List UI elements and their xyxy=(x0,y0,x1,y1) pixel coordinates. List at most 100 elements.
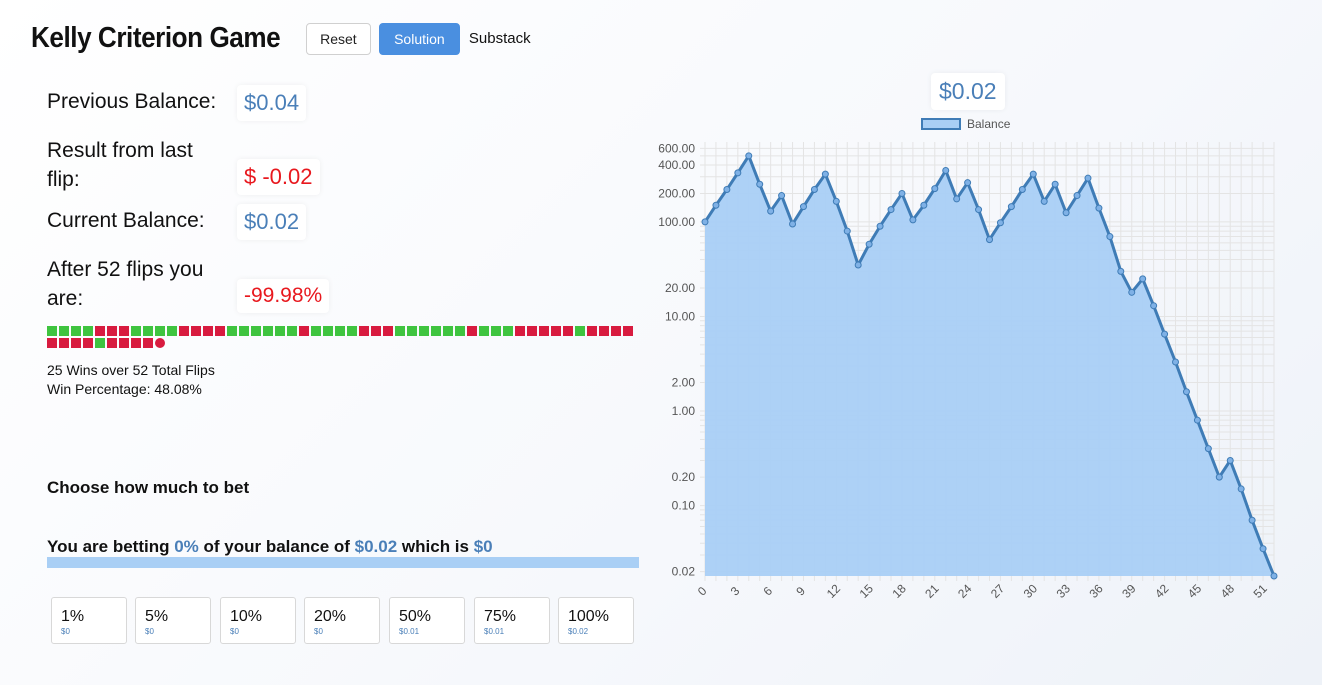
bet-option-percent: 10% xyxy=(230,608,263,625)
flip-loss xyxy=(515,326,525,336)
bet-option-10-button[interactable]: 10% $0 xyxy=(220,597,296,644)
reset-button[interactable]: Reset xyxy=(305,22,371,55)
x-tick-label: 6 xyxy=(761,584,776,599)
flip-win xyxy=(407,326,417,336)
balance-point xyxy=(1182,388,1190,396)
flip-win xyxy=(491,326,501,336)
balance-point xyxy=(778,192,786,200)
x-tick-label: 15 xyxy=(857,581,877,601)
balance-point xyxy=(920,201,928,209)
flip-win xyxy=(347,326,357,336)
flip-loss xyxy=(599,326,609,336)
flip-loss xyxy=(59,338,69,348)
y-tick-label: 2.00 xyxy=(672,376,696,390)
x-tick-label: 27 xyxy=(988,581,1008,601)
y-tick-label: 200.00 xyxy=(658,186,695,200)
flip-win xyxy=(287,326,297,336)
flip-loss xyxy=(563,326,573,336)
x-tick-label: 9 xyxy=(793,584,808,599)
balance-point xyxy=(756,180,764,188)
bet-option-20-button[interactable]: 20% $0 xyxy=(304,597,380,644)
betting-suffix: which is xyxy=(397,537,474,556)
flip-win xyxy=(335,326,345,336)
balance-point xyxy=(887,206,895,214)
y-tick-label: 0.20 xyxy=(672,470,696,484)
y-tick-label: 400.00 xyxy=(658,158,695,172)
betting-summary: You are betting 0% of your balance of $0… xyxy=(47,537,493,557)
balance-point xyxy=(723,186,731,194)
wins-text: 25 Wins over 52 Total Flips xyxy=(47,362,215,378)
balance-point xyxy=(1161,330,1169,338)
balance-point xyxy=(942,166,950,174)
bet-option-5-button[interactable]: 5% $0 xyxy=(135,597,211,644)
balance-point xyxy=(986,236,993,244)
after-flips-value: -99.98% xyxy=(237,279,330,313)
bet-option-percent: 1% xyxy=(61,608,85,625)
balance-point xyxy=(821,170,829,178)
balance-point xyxy=(898,189,906,197)
flip-loss xyxy=(359,326,369,336)
flip-loss xyxy=(47,338,57,348)
balance-point xyxy=(975,206,983,214)
flip-win xyxy=(263,326,273,336)
flip-win xyxy=(71,326,81,336)
flip-loss xyxy=(587,326,597,336)
flip-win xyxy=(143,326,153,336)
flip-loss xyxy=(215,326,225,336)
x-tick-label: 39 xyxy=(1119,581,1139,601)
flip-loss xyxy=(131,338,141,348)
balance-point xyxy=(1193,416,1201,424)
substack-link[interactable]: Substack xyxy=(468,30,531,47)
balance-point xyxy=(1139,275,1147,283)
balance-point xyxy=(1128,288,1136,296)
x-tick-label: 51 xyxy=(1251,581,1271,601)
x-tick-label: 36 xyxy=(1086,581,1106,601)
balance-point xyxy=(1073,192,1081,200)
flip-win xyxy=(95,338,105,348)
flip-loss xyxy=(143,338,153,348)
balance-point xyxy=(810,186,818,194)
balance-point xyxy=(1226,456,1234,464)
balance-point xyxy=(1248,516,1256,524)
flip-win xyxy=(419,326,429,336)
flip-history xyxy=(47,326,637,350)
flip-win xyxy=(479,326,489,336)
flip-loss xyxy=(299,326,309,336)
bet-slider[interactable] xyxy=(47,557,639,568)
bet-option-amount: $0 xyxy=(314,627,323,636)
bet-option-amount: $0 xyxy=(61,627,70,636)
y-tick-label: 10.00 xyxy=(665,309,695,323)
flip-loss xyxy=(155,338,165,348)
flip-loss xyxy=(203,326,213,336)
bet-option-amount: $0 xyxy=(230,627,239,636)
y-tick-label: 100.00 xyxy=(658,215,695,229)
x-tick-label: 42 xyxy=(1152,581,1172,601)
balance-area xyxy=(705,155,1274,576)
y-tick-label: 600.00 xyxy=(658,141,695,155)
bet-option-75-button[interactable]: 75% $0.01 xyxy=(474,597,550,644)
chart-legend[interactable]: Balance xyxy=(921,117,1010,131)
solution-button[interactable]: Solution xyxy=(378,22,460,55)
bet-option-100-button[interactable]: 100% $0.02 xyxy=(558,597,634,644)
legend-swatch xyxy=(921,118,961,130)
bet-option-1-button[interactable]: 1% $0 xyxy=(51,597,127,644)
header: Kelly Criterion Game Reset Solution Subs… xyxy=(31,22,531,55)
flip-win xyxy=(443,326,453,336)
balance-point xyxy=(1150,302,1158,310)
flip-win xyxy=(311,326,321,336)
balance-point xyxy=(996,219,1004,227)
flip-win xyxy=(251,326,261,336)
flip-loss xyxy=(623,326,633,336)
balance-point xyxy=(964,179,972,187)
betting-amount: $0 xyxy=(473,537,493,556)
balance-point xyxy=(953,195,961,203)
flip-win xyxy=(59,326,69,336)
legend-label: Balance xyxy=(967,117,1011,131)
bet-option-amount: $0.01 xyxy=(484,627,505,636)
choose-bet-heading: Choose how much to bet xyxy=(47,478,250,497)
bet-option-50-button[interactable]: 50% $0.01 xyxy=(389,597,465,644)
flip-loss xyxy=(611,326,621,336)
bet-option-percent: 5% xyxy=(145,608,169,625)
page-title: Kelly Criterion Game xyxy=(31,22,281,54)
balance-point xyxy=(1040,197,1048,205)
